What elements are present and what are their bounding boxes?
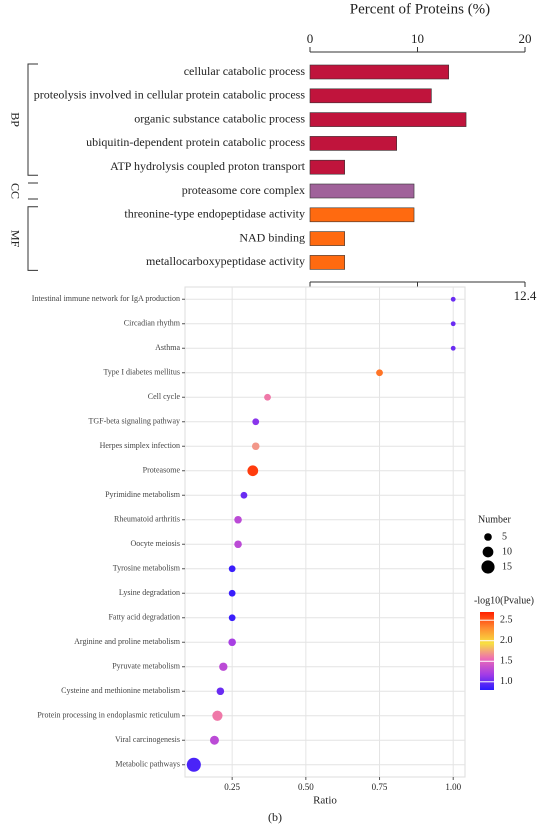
category-label: proteolysis involved in cellular protein… xyxy=(34,88,306,102)
bottom-tick-label: 12.4 xyxy=(514,288,537,303)
category-label: organic substance catabolic process xyxy=(134,111,305,125)
point xyxy=(251,442,260,451)
size-legend-label: 15 xyxy=(502,561,512,572)
y-tick-label: Oocyte meiosis xyxy=(130,539,180,548)
x-tick-label: 0.50 xyxy=(298,782,314,792)
group-bracket xyxy=(27,63,38,176)
point xyxy=(212,710,223,721)
point xyxy=(228,638,236,647)
category-label: ubiquitin-dependent protein catabolic pr… xyxy=(86,135,305,149)
point xyxy=(450,296,456,302)
y-tick-label: TGF-beta signaling pathway xyxy=(88,417,180,426)
point xyxy=(240,491,248,499)
size-legend-mark xyxy=(484,533,492,541)
y-tick-label: Tyrosine metabolism xyxy=(113,564,181,573)
y-tick-label: Proteasome xyxy=(143,466,181,475)
y-tick-label: Asthma xyxy=(155,343,180,352)
point xyxy=(228,565,236,573)
bar xyxy=(309,64,450,80)
bar xyxy=(309,231,345,246)
group-bracket xyxy=(27,206,38,271)
y-tick-label: Pyruvate metabolism xyxy=(112,662,181,671)
bar xyxy=(309,183,415,199)
point xyxy=(450,345,456,351)
y-tick-label: Rheumatoid arthritis xyxy=(114,515,180,524)
category-label: proteasome core complex xyxy=(182,183,305,197)
group-label: CC xyxy=(8,183,22,199)
bar xyxy=(309,159,345,175)
size-legend-label: 5 xyxy=(502,531,507,542)
bar xyxy=(309,136,397,151)
y-tick-label: Metabolic pathways xyxy=(115,760,180,769)
color-tick-label: 1.5 xyxy=(500,656,513,667)
point xyxy=(234,515,242,524)
bar xyxy=(309,255,345,270)
size-legend-label: 10 xyxy=(502,546,512,557)
group-bracket xyxy=(28,182,38,200)
category-label: cellular catabolic process xyxy=(184,64,306,78)
x-axis-title: Ratio xyxy=(313,795,337,807)
category-label: metallocarboxypeptidase activity xyxy=(146,254,305,268)
y-tick-label: Circadian rhythm xyxy=(124,319,181,328)
color-tick-label: 2.5 xyxy=(500,615,513,626)
point xyxy=(234,540,242,549)
panel-label: (b) xyxy=(268,810,282,824)
x-tick-label: 0.75 xyxy=(372,782,388,792)
bar xyxy=(309,207,415,223)
y-tick-label: Cell cycle xyxy=(148,392,181,401)
point xyxy=(186,757,201,772)
top-tick-label: 20 xyxy=(519,31,532,46)
size-legend-mark xyxy=(481,560,495,574)
y-tick-label: Intestinal immune network for IgA produc… xyxy=(32,294,180,303)
y-tick-label: Herpes simplex infection xyxy=(100,441,180,450)
size-legend-mark xyxy=(482,546,494,558)
bar xyxy=(309,112,467,127)
y-tick-label: Lysine degradation xyxy=(119,588,180,597)
point xyxy=(252,418,260,426)
y-tick-label: Protein processing in endoplasmic reticu… xyxy=(37,711,180,720)
point xyxy=(216,687,225,696)
category-label: threonine-type endopeptidase activity xyxy=(124,207,305,221)
bar xyxy=(309,88,432,104)
x-tick-label: 0.25 xyxy=(224,782,240,792)
y-tick-label: Cysteine and methionine metabolism xyxy=(61,686,181,695)
size-legend-title: Number xyxy=(478,514,511,525)
category-label: ATP hydrolysis coupled proton transport xyxy=(110,159,306,173)
color-bar xyxy=(480,612,494,690)
color-legend-title: -log10(Pvalue) xyxy=(474,595,534,606)
y-tick-label: Type I diabetes mellitus xyxy=(103,368,180,377)
y-tick-label: Pyrimidine metabolism xyxy=(105,490,181,499)
point xyxy=(228,589,236,597)
top-axis-title: Percent of Proteins (%) xyxy=(350,1,490,17)
point xyxy=(209,735,219,745)
color-tick-label: 2.0 xyxy=(500,635,513,646)
plot-area xyxy=(184,286,466,778)
point xyxy=(450,321,456,327)
group-label: MF xyxy=(8,230,22,248)
point xyxy=(228,614,236,622)
group-label: BP xyxy=(8,112,22,127)
color-tick-label: 1.0 xyxy=(500,676,513,687)
y-tick-label: Fatty acid degradation xyxy=(108,613,180,622)
y-tick-label: Viral carcinogenesis xyxy=(115,735,180,744)
point xyxy=(376,369,383,377)
point xyxy=(264,393,271,401)
y-tick-label: Arginine and proline metabolism xyxy=(74,637,181,646)
top-tick-label: 10 xyxy=(411,31,424,46)
point xyxy=(247,465,259,477)
category-label: NAD binding xyxy=(239,230,305,244)
point xyxy=(219,662,228,671)
top-tick-label: 0 xyxy=(307,31,314,46)
x-tick-label: 1.00 xyxy=(445,782,461,792)
